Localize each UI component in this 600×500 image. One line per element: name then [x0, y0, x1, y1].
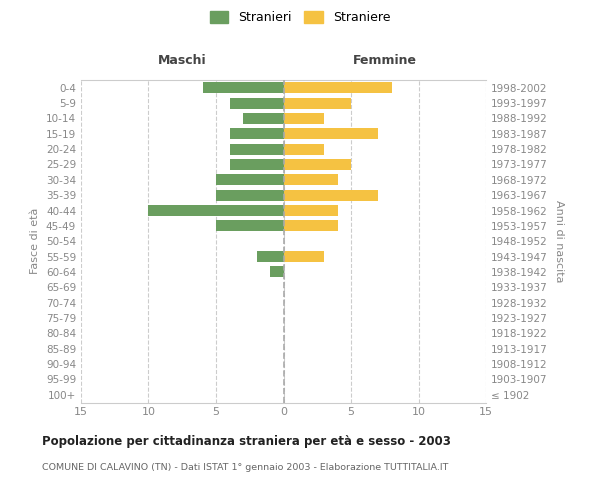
- Bar: [270, 266, 284, 278]
- Text: COMUNE DI CALAVINO (TN) - Dati ISTAT 1° gennaio 2003 - Elaborazione TUTTITALIA.I: COMUNE DI CALAVINO (TN) - Dati ISTAT 1° …: [42, 462, 448, 471]
- Bar: [203, 82, 284, 93]
- Bar: [216, 220, 284, 232]
- Bar: [216, 174, 284, 186]
- Bar: [230, 98, 284, 108]
- Bar: [284, 98, 351, 108]
- Bar: [284, 82, 392, 93]
- Bar: [230, 128, 284, 140]
- Bar: [284, 128, 378, 140]
- Y-axis label: Fasce di età: Fasce di età: [31, 208, 40, 274]
- Bar: [284, 144, 324, 154]
- Bar: [284, 113, 324, 124]
- Bar: [284, 190, 378, 200]
- Legend: Stranieri, Straniere: Stranieri, Straniere: [205, 6, 395, 29]
- Bar: [284, 159, 351, 170]
- Bar: [149, 205, 284, 216]
- Bar: [257, 251, 284, 262]
- Bar: [284, 174, 338, 186]
- Bar: [243, 113, 284, 124]
- Text: Popolazione per cittadinanza straniera per età e sesso - 2003: Popolazione per cittadinanza straniera p…: [42, 435, 451, 448]
- Text: Femmine: Femmine: [353, 54, 417, 67]
- Bar: [216, 190, 284, 200]
- Bar: [230, 144, 284, 154]
- Bar: [230, 159, 284, 170]
- Y-axis label: Anni di nascita: Anni di nascita: [554, 200, 564, 282]
- Bar: [284, 220, 338, 232]
- Bar: [284, 251, 324, 262]
- Bar: [284, 205, 338, 216]
- Text: Maschi: Maschi: [158, 54, 206, 67]
